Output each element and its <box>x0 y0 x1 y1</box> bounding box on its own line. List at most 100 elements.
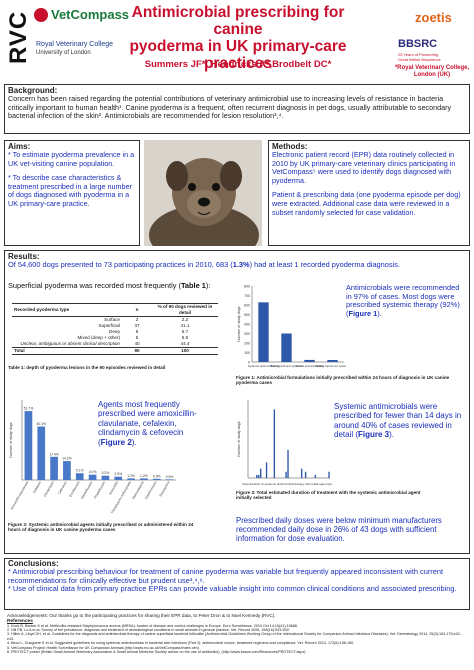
aims-heading: Aims: <box>8 142 31 151</box>
table-1-caption: Table 1: depth of pyoderma lesions in th… <box>8 365 166 370</box>
bbsrc-sub2: Great British Bioscience <box>398 57 441 62</box>
x-tick-label: Systemic antimicrobial(s) <box>248 364 279 368</box>
pyoderma-type-table: Recorded pyoderma type n % of 90 dogs re… <box>12 303 218 355</box>
x-tick-label: Cefalexin <box>32 480 42 494</box>
data-label: 0.5% <box>166 475 174 479</box>
rvc-logo: RVC <box>4 6 32 66</box>
table-cell-n: 37 <box>134 323 140 328</box>
table-row: Superficial 37 41.1 <box>12 323 218 329</box>
methods-section: Methods: Electronic patient record (EPR)… <box>268 140 470 246</box>
x-tick-label: Marbofloxacin <box>80 480 93 499</box>
affiliation-line1: *Royal Veterinary College, <box>394 65 470 71</box>
y-tick-label: 700 <box>244 294 250 298</box>
bar <box>258 474 260 478</box>
background-text: Concern has been raised regarding the po… <box>8 94 452 121</box>
fig3-text-a: Systemic antimicrobials were prescribed … <box>334 402 462 440</box>
x-tick-label: Topical antimicrobial(s) <box>295 364 324 368</box>
data-label: 1.2% <box>127 474 135 478</box>
data-label: 51.7% <box>24 407 34 411</box>
methods-text-1: Electronic patient record (EPR) data rou… <box>272 150 456 185</box>
table-cell-type: Deep <box>109 329 120 334</box>
bar <box>327 360 338 362</box>
bar <box>328 471 330 478</box>
affiliation-line2: London (UK) <box>413 72 451 78</box>
table-cell-pct: 5.6 <box>181 335 189 340</box>
figure-2-chart: Number of study dogs 51.7% Amoxicillin-cla… <box>9 400 176 514</box>
poster-title: Antimicrobial prescribing for canine pyo… <box>118 4 358 72</box>
x-tick-label: Clindamycin <box>43 480 55 497</box>
conclusions-bullet-2: * Use of clinical data from primary prac… <box>8 584 457 594</box>
bar <box>114 476 123 480</box>
bar <box>301 468 303 478</box>
reference-item: 5. VetCompass Project: Health Surveillan… <box>7 645 199 650</box>
figure-3-chart: Number of study dogs Total duration of sy… <box>237 400 332 486</box>
table-intro-a: Superficial pyoderma was recorded most f… <box>8 281 181 290</box>
y-axis-label: Number of study dogs <box>237 421 241 456</box>
results-intro-pct: 1.3% <box>232 260 250 269</box>
bar <box>37 426 46 480</box>
data-label: 0.9% <box>153 474 161 478</box>
results-intro-a: Of 54,600 dogs presented to 73 participa… <box>8 260 233 269</box>
table-col-pct: % of 90 dogs reviewed in detail <box>157 304 213 315</box>
reference-item: 2. Hill PB, Lo A et al. Survey of the pr… <box>7 628 290 632</box>
table-cell-type: Mixed (deep + other) <box>77 335 120 340</box>
x-tick-label: Neither topical nor systemic <box>315 364 346 368</box>
x-tick-label: Amoxicillin <box>108 480 119 495</box>
x-tick-label: Pradofloxacin <box>93 480 106 499</box>
fig1-text-ref: Figure 1 <box>348 308 378 318</box>
results-intro-b: ) had at least 1 recorded pyoderma diagn… <box>249 260 400 269</box>
reference-item: 6. PROTECT poster (British Small Animal … <box>7 650 306 655</box>
aims-bullet-1: * To estimate pyoderma prevalence in a U… <box>8 150 135 168</box>
fig1-text: Antimicrobials were recommended in 97% o… <box>346 283 466 318</box>
y-axis-label: Number of study dogs <box>237 306 241 341</box>
bar <box>75 473 84 480</box>
title-line2: pyoderma in UK primary-care practices <box>129 38 347 72</box>
figure-3-caption: Figure 3: Total estimated duration of tr… <box>236 490 421 501</box>
bar <box>265 462 268 478</box>
y-tick-label: 0 <box>248 361 250 365</box>
methods-text-2: Patient & prescribing data (one pyoderma… <box>272 190 461 217</box>
table-cell-n: 2 <box>135 317 139 322</box>
x-tick-label: Metronidazole <box>131 480 145 500</box>
fig2-text-a: Agents most frequently prescribed were a… <box>98 400 197 447</box>
title-line1: Antimicrobial prescribing for canine <box>131 4 345 38</box>
table-cell-pct: 44.4 <box>180 341 190 346</box>
table-col-type: Recorded pyoderma type <box>14 307 70 312</box>
data-label: 4.0% <box>89 470 97 474</box>
dose-text: Prescribed daily doses were below minimu… <box>236 516 442 543</box>
table-1: Recorded pyoderma type n % of 90 dogs re… <box>12 303 218 355</box>
table-cell-pct: 100 <box>181 348 189 353</box>
data-label: 17.4% <box>49 452 59 456</box>
table-cell-pct: 2.2 <box>181 317 189 322</box>
vetcompass-logo: VetCompass <box>34 6 129 32</box>
reference-item: 1. Kock R, Becker K et al. Methicillin-r… <box>7 623 298 628</box>
data-label: 2.5% <box>114 472 122 476</box>
rvc-logo-text: RVC <box>5 10 32 64</box>
table-col-n: n <box>135 307 139 312</box>
table-intro: Superficial pyoderma was recorded most f… <box>8 281 233 291</box>
fig2-text-b: ). <box>131 437 137 447</box>
bar <box>50 456 58 480</box>
fig1-text-a: Antimicrobials were recommended in 97% o… <box>346 283 460 318</box>
table-cell-n: 90 <box>134 348 140 353</box>
results-heading: Results: <box>8 252 40 261</box>
bar <box>127 478 135 480</box>
x-tick-label: Clarithromycin <box>144 480 158 500</box>
data-label: 1.2% <box>140 474 148 478</box>
table-row: Total 90 100 <box>12 347 218 355</box>
y-tick-label: 600 <box>244 304 250 308</box>
fig2-text-ref: Figure 2 <box>100 437 132 447</box>
methods-heading: Methods: <box>272 142 308 151</box>
bbsrc-logo: BBSRC 25 Years of Pioneering Great Briti… <box>398 34 472 62</box>
bbsrc-sub1: 25 Years of Pioneering <box>398 52 439 57</box>
y-tick-label: 500 <box>244 313 250 317</box>
aims-section: Aims: * To estimate pyoderma prevalence … <box>4 140 140 246</box>
table-row: Surface 2 2.2 <box>12 317 218 324</box>
y-tick-label: 300 <box>244 332 250 336</box>
table-cell-pct: 41.1 <box>180 323 190 328</box>
zoetis-logo: zoetis <box>415 10 452 25</box>
fig3-text-ref: Figure 3 <box>358 430 390 440</box>
figure-2-caption: Figure 2: Systemic antimicrobial agents … <box>8 522 194 533</box>
bar <box>285 471 287 478</box>
bar <box>314 474 317 478</box>
